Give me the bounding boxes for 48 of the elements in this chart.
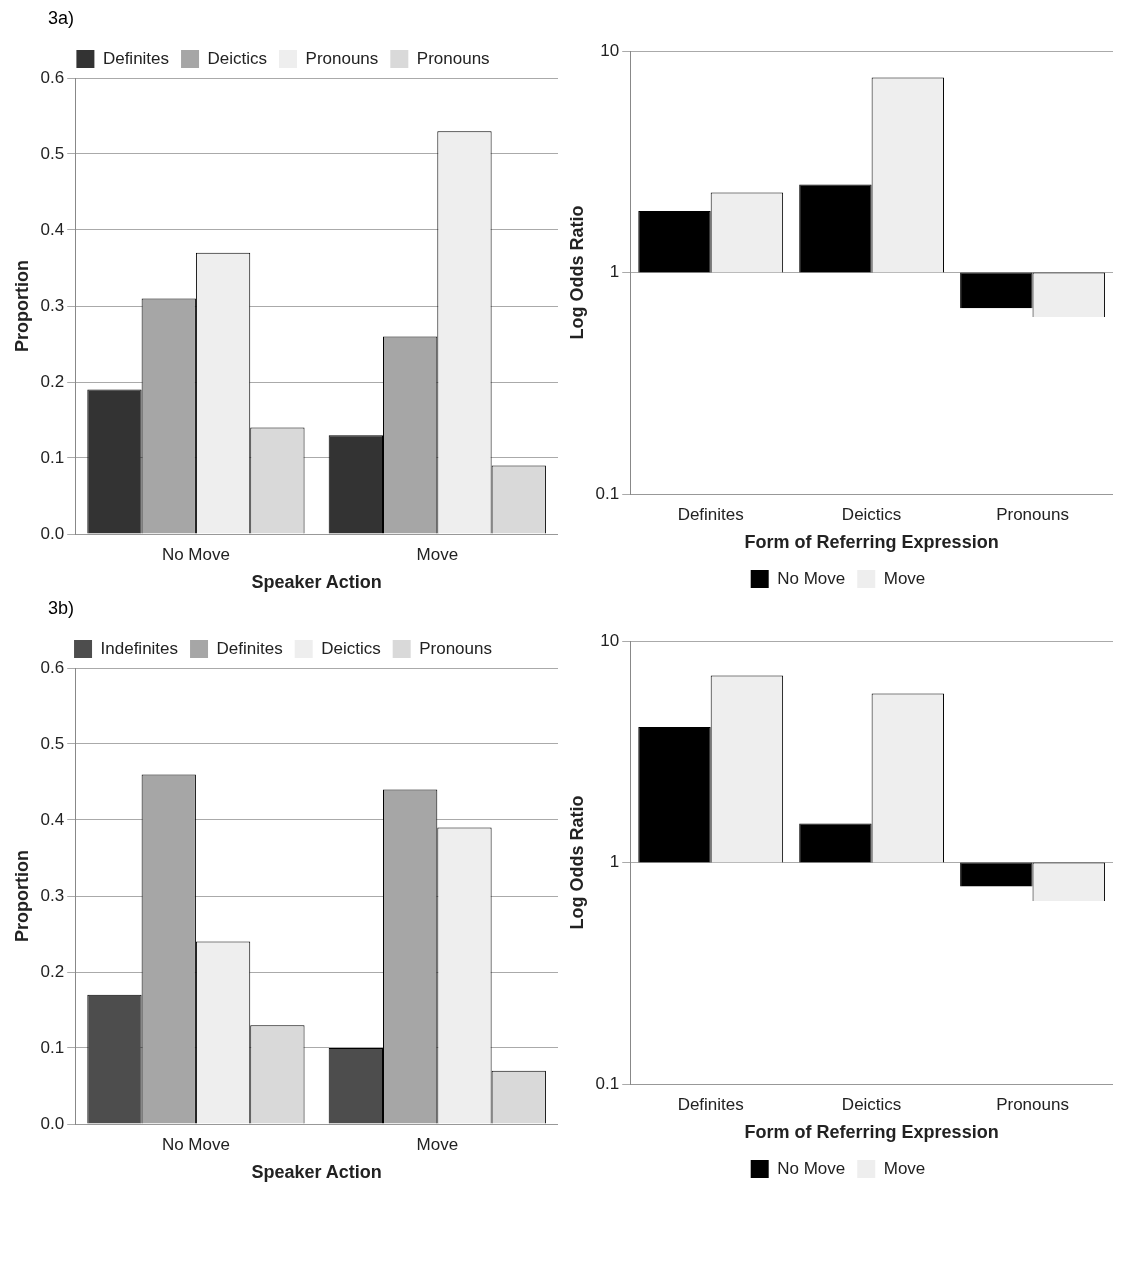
chart-title: 3a): [47, 8, 75, 30]
x-tick-label: Pronouns: [996, 1094, 1069, 1114]
x-axis-title: Speaker Action: [251, 1162, 382, 1183]
legend-label: Deictics: [321, 638, 381, 658]
legend-label: Pronouns: [419, 638, 492, 658]
x-tick-label: Definites: [677, 504, 744, 524]
y-axis-title: Log Odds Ratio: [566, 795, 587, 930]
y-tick-label: 1: [609, 852, 620, 872]
y-axis-title: Proportion: [11, 260, 32, 352]
legend-label: No Move: [777, 1158, 846, 1178]
legend-label: Indefinites: [100, 638, 179, 658]
y-tick-label: 0.1: [595, 1073, 620, 1093]
legend-label: Definites: [216, 638, 283, 658]
x-axis-title: Form of Referring Expression: [744, 532, 999, 553]
y-tick-label: 0.4: [40, 809, 65, 829]
y-tick-label: 10: [600, 40, 620, 60]
legend-label: No Move: [777, 568, 846, 588]
y-tick-label: 0.3: [40, 295, 65, 315]
y-tick-label: 0.1: [40, 1037, 65, 1057]
x-tick-label: Deictics: [841, 1094, 902, 1114]
x-axis-title: Form of Referring Expression: [744, 1122, 999, 1143]
y-tick-label: 0.2: [40, 961, 65, 981]
x-tick-label: Deictics: [841, 504, 902, 524]
chart-title: 3b): [47, 598, 75, 620]
y-tick-label: 0.5: [40, 143, 65, 163]
y-tick-label: 0.1: [595, 483, 620, 503]
legend-label: Move: [883, 568, 926, 588]
y-tick-label: 0.1: [40, 447, 65, 467]
legend-label: Move: [883, 1158, 926, 1178]
y-tick-label: 0.3: [40, 885, 65, 905]
legend-label: Deictics: [207, 48, 268, 68]
x-tick-label: Definites: [677, 1094, 744, 1114]
y-tick-label: 10: [600, 630, 620, 650]
y-tick-label: 0.6: [40, 657, 65, 677]
x-axis-title: Speaker Action: [251, 572, 382, 593]
y-axis-title: Log Odds Ratio: [566, 205, 587, 340]
y-tick-label: 0.6: [40, 67, 65, 87]
legend-label: Pronouns: [416, 48, 490, 68]
y-tick-label: 0.2: [40, 371, 65, 391]
x-tick-label: Pronouns: [996, 504, 1069, 524]
y-tick-label: 0.5: [40, 733, 65, 753]
y-tick-label: 0.4: [40, 219, 65, 239]
legend-label: Pronouns: [305, 48, 379, 68]
y-tick-label: 0.0: [40, 1113, 65, 1133]
legend-label: Definites: [102, 48, 170, 68]
y-tick-label: 1: [609, 262, 620, 282]
y-axis-title: Proportion: [11, 850, 32, 942]
y-tick-label: 0.0: [40, 523, 65, 543]
